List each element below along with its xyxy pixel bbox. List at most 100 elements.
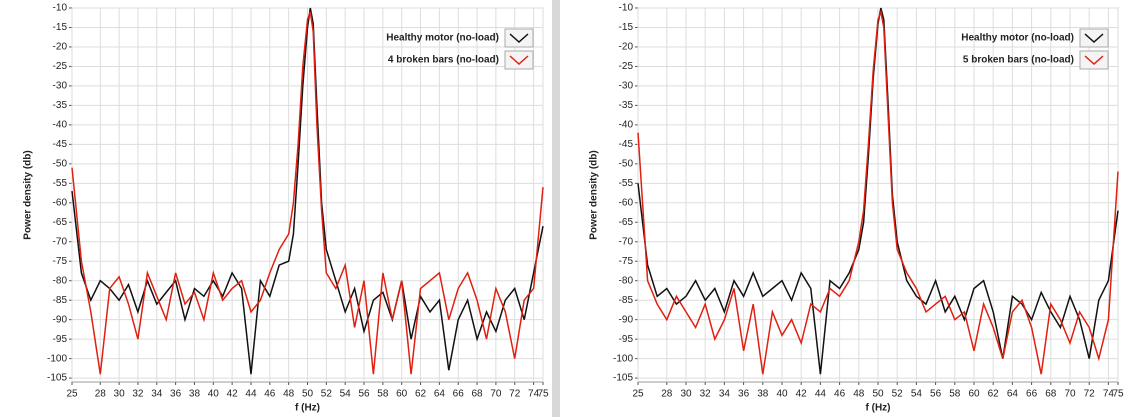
x-tick-label: 75 [537, 389, 549, 400]
y-tick-label: -50 [53, 158, 68, 169]
y-tick-label: -35 [53, 100, 68, 111]
y-tick-label: -90 [53, 314, 68, 325]
y-tick-label: -30 [619, 81, 634, 92]
y-axis-title: Power density (db) [589, 150, 600, 239]
x-tick-label: 25 [632, 389, 644, 400]
chart: -10 -15 -20 -25 -30 -35 -40 -45 -50 -55 -60 -65 -70 -… [23, 3, 549, 414]
x-tick-label: 44 [245, 389, 257, 400]
x-tick-label: 54 [340, 389, 352, 400]
y-tick-label: -45 [53, 139, 68, 150]
x-tick-label: 30 [114, 389, 126, 400]
legend-swatch [509, 55, 529, 66]
x-tick-label: 70 [490, 389, 502, 400]
y-tick-label: -65 [619, 217, 634, 228]
y-tick-label: -105 [613, 373, 633, 384]
x-tick-label: 74 [528, 389, 540, 400]
y-tick-label: -40 [619, 120, 634, 131]
x-tick-label: 68 [471, 389, 483, 400]
y-tick-label: -100 [613, 353, 633, 364]
x-tick-label: 38 [189, 389, 201, 400]
legend-swatch-box [1079, 28, 1109, 48]
x-tick-label: 66 [453, 389, 465, 400]
series-line [71, 11, 544, 375]
y-tick-label: -55 [53, 178, 68, 189]
x-tick-label: 75 [1112, 389, 1124, 400]
x-tick-label: 34 [151, 389, 163, 400]
y-tick-label: -80 [619, 275, 634, 286]
x-tick-label: 58 [377, 389, 389, 400]
x-tick-label: 74 [1103, 389, 1115, 400]
legend-swatch-box [504, 50, 534, 70]
x-tick-label: 36 [738, 389, 750, 400]
y-tick-label: -105 [47, 373, 67, 384]
x-tick-label: 50 [872, 389, 884, 400]
legend-swatch [1084, 55, 1104, 66]
x-tick-label: 48 [283, 389, 295, 400]
x-tick-label: 40 [208, 389, 220, 400]
x-tick-label: 42 [796, 389, 808, 400]
y-tick-label: -30 [53, 81, 68, 92]
y-tick-label: -35 [619, 100, 634, 111]
y-tick-label: -85 [619, 295, 634, 306]
chart: -10 -15 -20 -25 -30 -35 -40 -45 -50 -55 -60 -65 -70 -… [589, 3, 1124, 414]
x-tick-label: 48 [853, 389, 865, 400]
y-tick-label: -75 [619, 256, 634, 267]
x-tick-label: 60 [968, 389, 980, 400]
y-tick-label: -95 [619, 334, 634, 345]
x-tick-label: 30 [680, 389, 692, 400]
x-tick-label: 42 [227, 389, 239, 400]
x-tick-label: 36 [170, 389, 182, 400]
x-tick-label: 60 [396, 389, 408, 400]
y-tick-label: -60 [53, 197, 68, 208]
y-tick-label: -25 [53, 61, 68, 72]
y-tick-label: -65 [53, 217, 68, 228]
x-tick-label: 52 [321, 389, 333, 400]
x-tick-label: 32 [700, 389, 712, 400]
x-tick-label: 66 [1026, 389, 1038, 400]
x-tick-label: 54 [911, 389, 923, 400]
y-tick-label: -75 [53, 256, 68, 267]
x-tick-label: 32 [132, 389, 144, 400]
legend-swatch [509, 33, 529, 44]
x-tick-label: 46 [264, 389, 276, 400]
x-tick-label: 25 [66, 389, 78, 400]
series-line [637, 9, 1119, 375]
y-tick-label: -60 [619, 197, 634, 208]
y-tick-label: -50 [619, 158, 634, 169]
y-tick-label: -70 [53, 236, 68, 247]
x-tick-label: 72 [509, 389, 521, 400]
legend-label: Healthy motor (no-load) [386, 33, 499, 44]
legend-swatch-box [504, 28, 534, 48]
x-axis-title: f (Hz) [866, 403, 891, 414]
separator [552, 0, 560, 417]
x-tick-label: 50 [302, 389, 314, 400]
x-tick-label: 56 [930, 389, 942, 400]
y-tick-label: -15 [53, 22, 68, 33]
y-tick-label: -80 [53, 275, 68, 286]
x-tick-label: 68 [1045, 389, 1057, 400]
y-tick-label: -40 [53, 120, 68, 131]
x-tick-label: 72 [1084, 389, 1096, 400]
y-tick-label: -25 [619, 61, 634, 72]
x-tick-label: 44 [815, 389, 827, 400]
x-tick-label: 46 [834, 389, 846, 400]
y-tick-label: -45 [619, 139, 634, 150]
y-tick-label: -100 [47, 353, 67, 364]
y-tick-label: -20 [619, 42, 634, 53]
y-tick-label: -90 [619, 314, 634, 325]
x-tick-label: 62 [415, 389, 427, 400]
y-tick-label: -20 [53, 42, 68, 53]
x-tick-label: 28 [661, 389, 673, 400]
y-tick-label: -85 [53, 295, 68, 306]
y-tick-label: -95 [53, 334, 68, 345]
x-tick-label: 62 [988, 389, 1000, 400]
y-tick-label: -15 [619, 22, 634, 33]
x-tick-label: 34 [719, 389, 731, 400]
x-tick-label: 38 [757, 389, 769, 400]
x-tick-label: 52 [892, 389, 904, 400]
legend-label: 5 broken bars (no-load) [963, 55, 1074, 66]
y-tick-label: -10 [619, 3, 634, 14]
y-tick-label: -70 [619, 236, 634, 247]
x-axis-title: f (Hz) [295, 403, 320, 414]
